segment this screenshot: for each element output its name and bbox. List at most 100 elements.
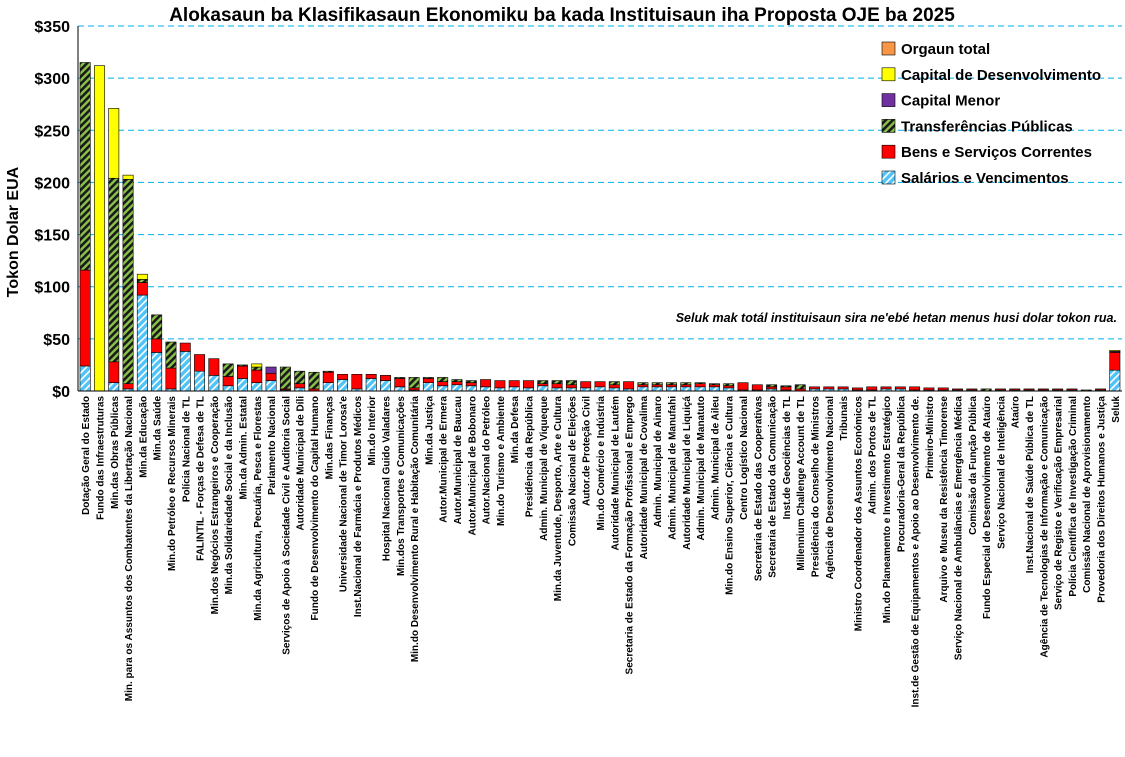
- bar-segment: [136, 279, 148, 283]
- x-tick-label: Tribunais: [839, 396, 850, 441]
- bar-segment: [994, 388, 1006, 391]
- chart-annotation: Seluk mak totál instituisaun sira ne'ebé…: [676, 311, 1117, 325]
- bar-segment: [222, 385, 234, 392]
- bar-segment: [1109, 369, 1121, 392]
- bar-stacks: [79, 62, 1121, 392]
- bar-segment: [923, 387, 935, 391]
- x-tick-label: Centro Logístico Nacional: [739, 396, 750, 520]
- bar-segment: [365, 378, 377, 392]
- x-tick-label: Autoridade Municipal de Covalima: [639, 396, 650, 560]
- bar-segment: [265, 380, 277, 392]
- bar-segment: [465, 385, 477, 392]
- bar-segment: [894, 386, 906, 390]
- x-tick-label: Min.da Defesa: [510, 396, 521, 464]
- bar-segment: [79, 62, 91, 271]
- bar-segment: [666, 384, 677, 388]
- legend-swatch: [881, 170, 896, 185]
- x-tick-label: Seluk: [1111, 396, 1122, 423]
- bar-segment: [508, 386, 520, 392]
- bar-segment: [365, 374, 377, 379]
- bar-segment: [308, 371, 320, 390]
- y-tick-label: $0: [52, 384, 70, 401]
- bar-segment: [651, 384, 663, 388]
- legend-label: Transferências Públicas: [901, 118, 1073, 135]
- y-tick-label: $250: [34, 123, 70, 140]
- x-tick-label: Min.da Agricultura, Pecuária, Pesca e Fl…: [253, 396, 264, 621]
- bar-segment: [179, 342, 191, 352]
- x-tick-label: Min. para os Assuntos dos Combatentes da…: [124, 396, 135, 701]
- y-tick-label: $150: [34, 228, 70, 245]
- legend-swatch: [881, 67, 896, 82]
- y-tick-label: $50: [43, 332, 70, 349]
- x-tick-label: Autor.Nacional do Petróleo: [482, 396, 493, 524]
- bar-segment: [780, 385, 792, 388]
- bar-segment: [151, 338, 163, 353]
- bar-segment: [708, 383, 720, 386]
- x-tick-label: Min.da Solidariedade Social e da Inclusã…: [224, 396, 235, 594]
- bar-segment: [108, 382, 120, 392]
- bar-segment: [680, 386, 692, 392]
- bar-segment: [580, 381, 592, 389]
- x-tick-label: Agência de Desenvolvimento Nacional: [825, 396, 836, 580]
- bar-segment: [608, 384, 620, 389]
- bar-segment: [237, 364, 248, 367]
- x-tick-label: Inst.Nacional de Saúde Pública de TL: [1025, 396, 1036, 573]
- x-tick-label: Serviço Nacional de Inteligência: [996, 396, 1007, 549]
- x-tick-label: Autor.Municipal de Bobonaro: [467, 396, 478, 535]
- bar-segment: [565, 384, 577, 389]
- x-tick-label: Hospital Nacional Guido Valadares: [381, 396, 392, 561]
- bar-segment: [437, 377, 449, 382]
- x-tick-label: Min.dos Negócios Estrangeiros e Cooperaç…: [210, 396, 221, 614]
- bar-segment: [322, 370, 334, 373]
- bar-segment: [623, 381, 635, 390]
- bar-segment: [451, 379, 463, 382]
- x-tick-label: Ataúro: [1011, 396, 1022, 428]
- x-tick-label: Min.do Desenvolvimento Rural e Habitação…: [410, 396, 421, 663]
- x-tick-label: Secretaria de Estado da Comunicação: [768, 396, 779, 578]
- x-tick-label: Min.do Comércio e Indústria: [596, 396, 607, 531]
- bar-segment: [108, 177, 120, 363]
- x-tick-label: Admin. Municipal de Viqueque: [539, 396, 550, 541]
- bar-segment: [680, 382, 692, 386]
- x-tick-label: Serviço de Registo e Verificação Empresa…: [1054, 396, 1065, 610]
- bar-segment: [866, 386, 878, 391]
- x-tick-label: Admin. dos Portos de TL: [868, 396, 879, 514]
- x-tick-label: FALINTIL - Forças de Defesa de TL: [196, 396, 207, 561]
- bar-segment: [694, 386, 706, 392]
- y-axis: $0 $50 $100 $150 $200 $250 $300 $350: [34, 19, 79, 401]
- legend-label: Salários e Vencimentos: [901, 170, 1069, 187]
- x-tick-label: Autor.Municipal de Ermera: [439, 396, 450, 523]
- bar-segment: [1066, 388, 1078, 391]
- x-tick-label: Admin. Municipal de Ainaro: [653, 396, 664, 527]
- bar-segment: [937, 387, 949, 391]
- bar-segment: [322, 371, 334, 383]
- bar-segment: [766, 384, 778, 388]
- x-tick-label: Agência de Tecnologias de Informação e C…: [1039, 396, 1050, 658]
- legend-label: Capital de Desenvolvimento: [901, 67, 1101, 84]
- x-tick-label: Min.do Turismo e Ambiente: [496, 396, 507, 526]
- bar-segment: [523, 380, 534, 389]
- x-tick-label: Universidade Nacional de Timor Lorosa'e: [339, 396, 350, 593]
- bar-segment: [294, 383, 306, 389]
- bar-segment: [294, 370, 306, 384]
- bar-segment: [380, 375, 391, 381]
- x-tick-label: Polícia Científica de Investigação Crimi…: [1068, 396, 1079, 597]
- x-tick-label: Autoridade Municipal de Liquiçá: [682, 396, 693, 550]
- bar-segment: [1037, 388, 1049, 391]
- x-tick-label: Inst.de Geociências de TL: [782, 396, 793, 519]
- x-tick-label: Secretaria de Estado das Cooperativas: [753, 396, 764, 582]
- bar-segment: [437, 381, 449, 387]
- bar-segment: [237, 365, 248, 379]
- bar-segment: [208, 375, 220, 392]
- bar-segment: [708, 386, 720, 392]
- bar-segment: [79, 269, 91, 367]
- bar-segment: [794, 384, 806, 390]
- legend-label: Capital Menor: [901, 93, 1000, 110]
- bar-segment: [551, 380, 563, 385]
- x-tick-label: Min.da Educação: [138, 396, 149, 478]
- bar-segment: [666, 386, 677, 392]
- bar-segment: [251, 369, 263, 383]
- bar-segment: [165, 367, 177, 390]
- x-tick-label: Autoridade Municipal de Díli: [296, 396, 307, 531]
